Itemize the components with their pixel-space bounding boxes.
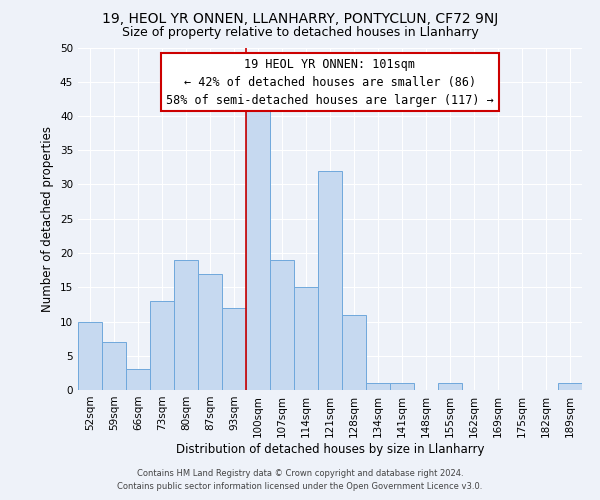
Bar — [558, 383, 582, 390]
Bar — [246, 109, 270, 390]
X-axis label: Distribution of detached houses by size in Llanharry: Distribution of detached houses by size … — [176, 442, 484, 456]
Bar — [390, 383, 414, 390]
Text: 19 HEOL YR ONNEN: 101sqm
← 42% of detached houses are smaller (86)
58% of semi-d: 19 HEOL YR ONNEN: 101sqm ← 42% of detach… — [166, 58, 494, 107]
Y-axis label: Number of detached properties: Number of detached properties — [41, 126, 55, 312]
Bar — [198, 274, 222, 390]
Bar — [222, 308, 246, 390]
Bar — [438, 383, 462, 390]
Bar — [366, 383, 390, 390]
Bar — [294, 287, 318, 390]
Bar — [150, 301, 174, 390]
Bar — [318, 171, 342, 390]
Text: Size of property relative to detached houses in Llanharry: Size of property relative to detached ho… — [122, 26, 478, 39]
Bar — [126, 370, 150, 390]
Bar — [342, 314, 366, 390]
Text: 19, HEOL YR ONNEN, LLANHARRY, PONTYCLUN, CF72 9NJ: 19, HEOL YR ONNEN, LLANHARRY, PONTYCLUN,… — [102, 12, 498, 26]
Bar — [78, 322, 102, 390]
Bar — [270, 260, 294, 390]
Text: Contains HM Land Registry data © Crown copyright and database right 2024.
Contai: Contains HM Land Registry data © Crown c… — [118, 470, 482, 491]
Bar — [102, 342, 126, 390]
Bar — [174, 260, 198, 390]
